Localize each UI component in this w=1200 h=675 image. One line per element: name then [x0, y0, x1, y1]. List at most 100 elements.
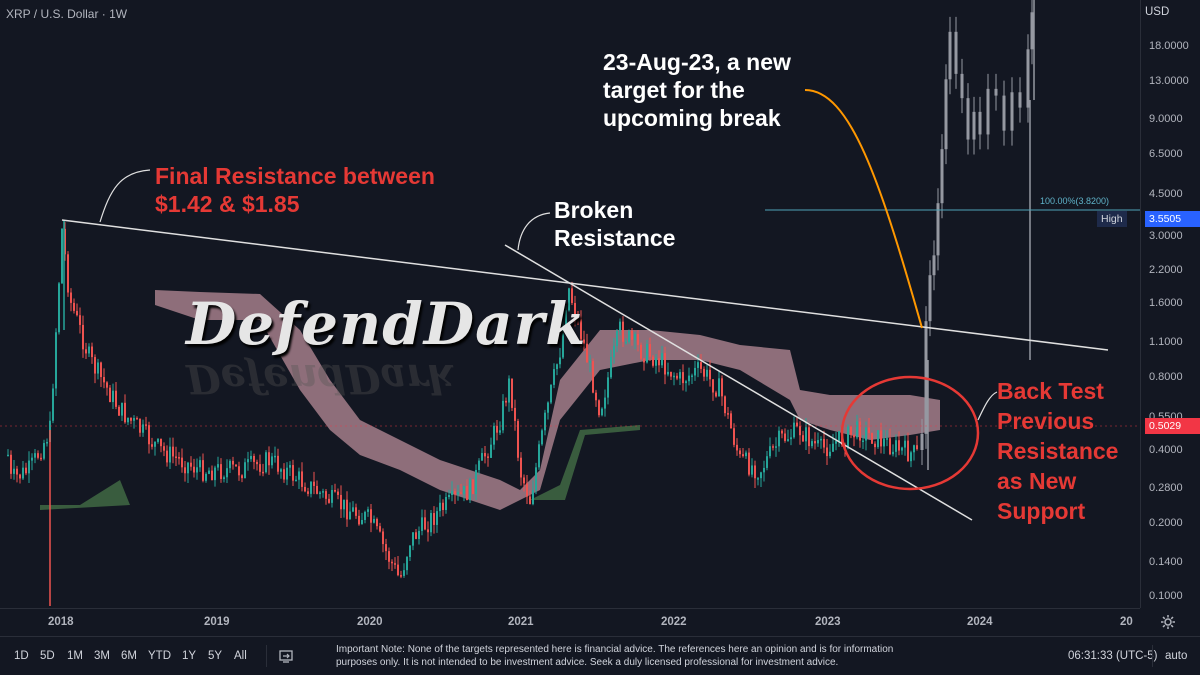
candle-body	[301, 471, 303, 487]
candle-body	[391, 561, 393, 564]
projection-candle	[1030, 12, 1034, 50]
candle-body	[724, 396, 726, 414]
candle-body	[22, 467, 24, 479]
price-tick: 9.0000	[1149, 113, 1183, 125]
candle-body	[484, 453, 486, 457]
candle-body	[37, 453, 39, 458]
candle-body	[727, 413, 729, 415]
candle-body	[136, 418, 138, 420]
candle-body	[580, 319, 582, 340]
callout-line-final	[99, 169, 151, 223]
projection-candle	[1018, 92, 1022, 108]
range-5d[interactable]: 5D	[40, 650, 55, 662]
candle-body	[574, 303, 576, 318]
range-1y[interactable]: 1Y	[182, 650, 197, 662]
range-3m[interactable]: 3M	[94, 650, 110, 662]
candle-body	[304, 486, 306, 492]
candle-body	[448, 494, 450, 498]
range-ytd[interactable]: YTD	[148, 650, 171, 662]
candle-body	[361, 519, 363, 525]
candle-body	[16, 468, 18, 475]
candle-body	[73, 302, 75, 311]
candle-body	[541, 430, 543, 445]
gear-icon[interactable]	[1160, 614, 1176, 630]
candle-body	[868, 427, 870, 433]
candle-body	[769, 446, 771, 457]
candle-body	[13, 468, 15, 474]
candle-body	[592, 361, 594, 393]
fib-level-label: 100.00%(3.8200)	[1040, 196, 1110, 206]
chart-area[interactable]: XRP / U.S. Dollar · 1W DefendDark Defend…	[0, 0, 1140, 608]
candle-body	[538, 444, 540, 468]
range-1d[interactable]: 1D	[14, 650, 29, 662]
candle-body	[58, 283, 60, 333]
year-label: 2018	[48, 616, 74, 628]
candle-body	[340, 494, 342, 510]
candle-body	[628, 330, 630, 342]
candle-body	[97, 362, 99, 374]
price-tick: 0.4000	[1149, 444, 1183, 456]
candle-body	[805, 427, 807, 442]
candle-body	[877, 430, 879, 448]
compare-icon[interactable]	[278, 648, 294, 664]
candle-body	[643, 358, 645, 363]
callout-line-broken	[517, 212, 551, 251]
bottom-toolbar: 1D 5D 1M 3M 6M YTD 1Y 5Y All Important N…	[0, 636, 1200, 675]
candle-body	[94, 357, 96, 374]
candle-body	[859, 421, 861, 441]
candle-body	[460, 492, 462, 494]
candle-body	[835, 441, 837, 444]
candle-body	[79, 315, 81, 325]
candle-body	[124, 402, 126, 423]
price-tick: 18.0000	[1149, 40, 1189, 52]
candle-body	[664, 353, 666, 375]
toolbar-divider	[266, 645, 267, 667]
candle-body	[562, 325, 564, 358]
candle-body	[781, 430, 783, 434]
candle-body	[616, 331, 618, 346]
candle-body	[316, 485, 318, 494]
chart-canvas[interactable]	[0, 0, 1140, 608]
candle-body	[892, 451, 894, 455]
candle-body	[457, 492, 459, 495]
candle-body	[337, 491, 339, 495]
auto-scale-toggle[interactable]: auto	[1165, 650, 1188, 662]
range-6m[interactable]: 6M	[121, 650, 137, 662]
candle-body	[790, 437, 792, 440]
candle-body	[745, 452, 747, 457]
year-label: 2023	[815, 616, 841, 628]
candle-body	[322, 491, 324, 493]
candle-body	[466, 485, 468, 501]
high-label-badge: High	[1097, 211, 1127, 227]
candle-body	[325, 491, 327, 499]
high-price-badge: 3.5505	[1145, 211, 1200, 227]
time-axis[interactable]: 2018 2019 2020 2021 2022 2023 2024 20	[0, 608, 1140, 636]
price-tick: 2.2000	[1149, 264, 1183, 276]
candle-body	[889, 438, 891, 455]
projection-candle	[986, 88, 990, 135]
clock[interactable]: 06:31:33 (UTC-5)	[1068, 650, 1158, 662]
last-price-badge: 0.5029	[1145, 418, 1200, 434]
candle-body	[475, 469, 477, 494]
callout-arrow-target	[804, 89, 923, 329]
range-all[interactable]: All	[234, 650, 247, 662]
currency-label[interactable]: USD	[1145, 6, 1170, 18]
candle-body	[184, 467, 186, 474]
candle-body	[598, 400, 600, 416]
candle-body	[76, 310, 78, 316]
range-1m[interactable]: 1M	[67, 650, 83, 662]
price-tick: 0.2800	[1149, 482, 1183, 494]
candle-body	[247, 459, 249, 463]
candle-body	[505, 400, 507, 403]
candle-body	[583, 339, 585, 344]
projection-candle	[940, 149, 944, 204]
candle-body	[883, 438, 885, 447]
range-5y[interactable]: 5Y	[208, 650, 223, 662]
candle-body	[697, 362, 699, 368]
price-axis[interactable]: USD 18.0000 13.0000 9.0000 6.5000 4.5000…	[1140, 0, 1200, 608]
candle-body	[520, 457, 522, 478]
candle-body	[751, 465, 753, 475]
projection-candle	[1010, 92, 1014, 131]
projection-candle	[932, 255, 936, 276]
backtest-ellipse	[840, 375, 980, 491]
